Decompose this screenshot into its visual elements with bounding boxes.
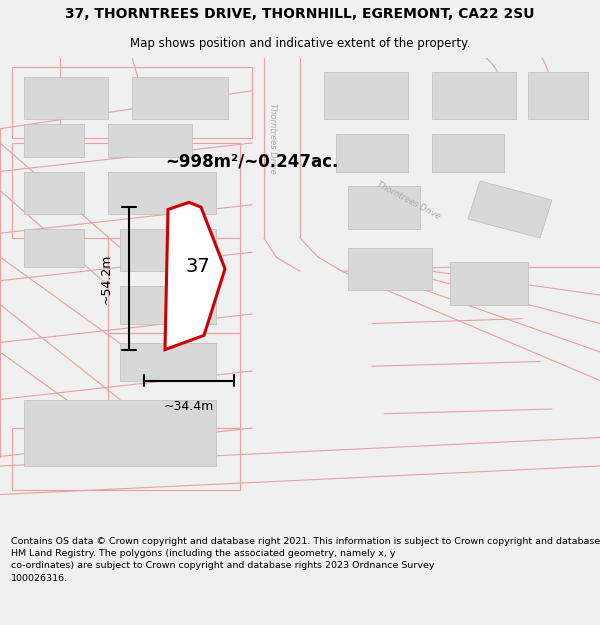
Polygon shape xyxy=(120,342,216,381)
Polygon shape xyxy=(324,72,408,119)
Polygon shape xyxy=(108,124,192,158)
Polygon shape xyxy=(108,171,216,214)
Polygon shape xyxy=(348,186,420,229)
Polygon shape xyxy=(165,202,225,349)
Polygon shape xyxy=(468,181,552,238)
Polygon shape xyxy=(24,124,84,158)
Text: Contains OS data © Crown copyright and database right 2021. This information is : Contains OS data © Crown copyright and d… xyxy=(11,537,600,582)
Text: 37, THORNTREES DRIVE, THORNHILL, EGREMONT, CA22 2SU: 37, THORNTREES DRIVE, THORNHILL, EGREMON… xyxy=(65,8,535,21)
Polygon shape xyxy=(432,72,516,119)
Text: ~34.4m: ~34.4m xyxy=(164,400,214,413)
Polygon shape xyxy=(336,134,408,171)
Polygon shape xyxy=(132,76,228,119)
Text: Thorntrees Drive: Thorntrees Drive xyxy=(269,103,277,174)
Text: Thorntrees Drive: Thorntrees Drive xyxy=(374,179,442,221)
Text: ~54.2m: ~54.2m xyxy=(100,253,113,304)
Polygon shape xyxy=(120,286,216,324)
Text: ~998m²/~0.247ac.: ~998m²/~0.247ac. xyxy=(166,153,338,171)
Text: Map shows position and indicative extent of the property.: Map shows position and indicative extent… xyxy=(130,37,470,49)
Polygon shape xyxy=(120,229,216,271)
Polygon shape xyxy=(432,134,504,171)
Polygon shape xyxy=(450,262,528,304)
Polygon shape xyxy=(348,248,432,290)
Polygon shape xyxy=(528,72,588,119)
Polygon shape xyxy=(24,229,84,266)
Text: 37: 37 xyxy=(185,257,211,276)
Polygon shape xyxy=(24,399,216,466)
Polygon shape xyxy=(24,171,84,214)
Polygon shape xyxy=(24,76,108,119)
